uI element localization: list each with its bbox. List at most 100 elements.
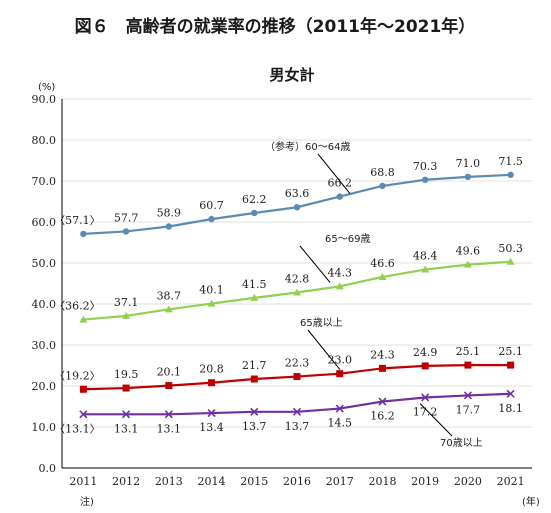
data-labels: 〈57.1〉 57.7 58.9 60.7 62.2 63.6 66.2 68.8 70.3 71… [54, 155, 523, 435]
data-point [336, 370, 344, 378]
x-tick-label: 2017 [326, 475, 354, 488]
data-label: 〈57.1〉 [54, 214, 101, 227]
x-tick-label: 2015 [240, 475, 268, 488]
y-tick-label: 70.0 [32, 175, 57, 188]
data-point [421, 393, 430, 402]
data-label: 16.2 [370, 410, 395, 423]
data-point [293, 288, 301, 296]
y-tick-label: 80.0 [32, 134, 57, 147]
data-point [293, 373, 301, 381]
data-point [122, 228, 130, 235]
series-name-label: 65～69歳 [325, 233, 370, 245]
x-tick-label: 2011 [69, 475, 97, 488]
x-tick-label: 2012 [112, 475, 140, 488]
data-label: 70.3 [413, 160, 438, 173]
data-point [165, 223, 173, 230]
data-point [336, 193, 343, 200]
data-point [464, 361, 472, 369]
data-label: 60.7 [199, 199, 224, 212]
data-point [207, 408, 216, 418]
data-point [378, 364, 386, 372]
data-point [378, 397, 387, 406]
data-point [292, 407, 302, 416]
data-label: 13.7 [285, 420, 310, 433]
leader-line [307, 329, 341, 371]
data-label: 25.1 [456, 345, 481, 358]
data-label: 〈19.2〉 [54, 369, 101, 382]
data-label: 24.3 [370, 348, 395, 361]
data-point [164, 410, 173, 419]
y-tick-label: 10.0 [32, 421, 57, 434]
data-label: 71.0 [456, 157, 481, 170]
data-point [79, 385, 87, 393]
data-point [421, 362, 429, 370]
y-tick-label: 20.0 [32, 380, 57, 393]
x-tick-label: 2014 [198, 475, 226, 488]
leader-line [419, 403, 453, 437]
data-point [122, 311, 131, 319]
data-point [251, 209, 258, 217]
y-tick-label: 50.0 [32, 257, 57, 270]
x-tick-label: 2013 [155, 475, 183, 488]
data-point [165, 382, 173, 390]
data-label: 42.8 [285, 273, 310, 286]
leader-line [299, 245, 331, 283]
x-unit-label: (年) [522, 495, 540, 508]
data-point [122, 410, 131, 419]
y-tick-label: 40.0 [32, 298, 57, 311]
data-label: 68.8 [370, 166, 395, 179]
data-label: 19.5 [114, 368, 139, 381]
data-point [421, 176, 429, 183]
data-label: 62.2 [242, 193, 267, 206]
x-tick-label: 2021 [497, 475, 525, 488]
data-label: 49.6 [456, 245, 481, 258]
y-tick-label: 30.0 [32, 339, 57, 352]
x-note-label: 注) [80, 495, 94, 508]
data-point [122, 384, 130, 392]
data-point [80, 230, 87, 238]
data-label: 13.7 [242, 420, 267, 433]
data-label: 63.6 [285, 187, 310, 200]
data-label: 41.5 [242, 278, 267, 291]
data-point [208, 379, 216, 387]
data-point [464, 173, 472, 181]
data-label: 44.3 [327, 266, 352, 279]
data-point [379, 182, 386, 190]
data-label: 13.4 [199, 421, 224, 434]
data-point [250, 375, 258, 383]
data-point [293, 204, 301, 211]
x-tick-label: 2018 [368, 475, 396, 488]
data-label: 〈36.2〉 [54, 300, 101, 313]
data-point [207, 299, 216, 307]
data-label: 13.1 [114, 422, 139, 435]
data-point [378, 272, 387, 280]
data-point [335, 404, 344, 413]
series [79, 171, 515, 419]
series-names: （参考）60～64歳 65～69歳 65歳以上 70歳以上 [265, 140, 483, 449]
leader-line [317, 153, 351, 194]
data-label: 50.3 [498, 242, 523, 255]
data-label: 24.9 [413, 346, 438, 359]
data-point [463, 391, 472, 400]
x-tick-label: 2019 [411, 475, 439, 488]
data-point [208, 215, 215, 223]
data-label: 18.1 [498, 402, 523, 415]
data-label: 21.7 [242, 359, 267, 372]
data-label: 23.0 [327, 354, 352, 367]
y-unit-label: (%) [38, 82, 55, 93]
data-label: 38.7 [157, 289, 182, 302]
data-label: 20.1 [157, 366, 182, 379]
data-label: 25.1 [498, 345, 523, 358]
y-tick-label: 60.0 [32, 216, 57, 229]
data-label: 57.7 [114, 211, 139, 224]
data-label: 37.1 [114, 296, 139, 309]
page-title: 図６ 高齢者の就業率の推移（2011年～2021年） [75, 16, 476, 37]
data-point [250, 407, 259, 416]
data-label: 〈13.1〉 [54, 422, 101, 435]
data-label: 13.1 [157, 422, 182, 435]
y-tick-label: 0.0 [39, 462, 57, 475]
data-label: 17.2 [413, 405, 438, 418]
data-point [507, 361, 515, 369]
data-label: 20.8 [199, 363, 224, 376]
data-label: 58.9 [157, 207, 182, 220]
